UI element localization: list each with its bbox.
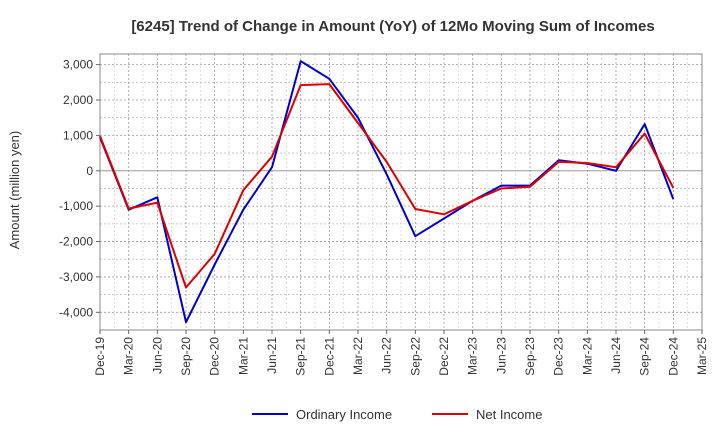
plot-area: 3,000 2,000 1,000 0 -1,000 -2,000 -3,000 -4,000… (59, 53, 709, 376)
x-tick-label: Mar-22 (351, 337, 365, 375)
y-tick-label: 0 (86, 164, 93, 178)
x-tick-label: Jun-22 (380, 337, 394, 374)
y-tick-label: -1,000 (59, 199, 93, 213)
x-tick-label: Mar-20 (122, 337, 136, 375)
x-tick-label: Dec-24 (666, 337, 680, 376)
y-tick-label: 3,000 (63, 58, 93, 72)
x-tick-label: Dec-22 (437, 337, 451, 376)
x-tick-label: Mar-21 (236, 337, 250, 375)
x-tick-label: Jun-23 (494, 337, 508, 374)
x-tick-label: Dec-21 (322, 337, 336, 376)
x-tick-label: Jun-21 (265, 337, 279, 374)
x-tick-label: Sep-22 (408, 337, 422, 376)
chart-title: [6245] Trend of Change in Amount (YoY) o… (131, 18, 654, 35)
x-tick-label: Jun-20 (150, 337, 164, 374)
y-tick-label: -2,000 (59, 235, 93, 249)
y-tick-label: 2,000 (63, 93, 93, 107)
x-tick-label: Mar-23 (466, 337, 480, 375)
x-tick-label: Mar-25 (695, 337, 709, 375)
legend: Ordinary Income Net Income (252, 407, 542, 422)
y-tick-label: -3,000 (59, 270, 93, 284)
y-axis-label: Amount (million yen) (7, 131, 22, 250)
y-tick-label: -4,000 (59, 305, 93, 319)
y-tick-label: 1,000 (63, 128, 93, 142)
x-tick-label: Sep-23 (523, 337, 537, 376)
legend-label: Net Income (476, 407, 542, 422)
x-tick-label: Dec-23 (552, 337, 566, 376)
series-line-net-income (99, 83, 675, 289)
x-tick-label: Dec-19 (93, 337, 107, 376)
x-tick-label: Sep-21 (294, 337, 308, 376)
x-tick-label: Dec-20 (208, 337, 222, 376)
x-tick-label: Sep-20 (179, 337, 193, 376)
x-tick-label: Jun-24 (609, 337, 623, 374)
legend-label: Ordinary Income (296, 407, 392, 422)
x-tick-label: Sep-24 (638, 337, 652, 376)
x-tick-label: Mar-24 (580, 337, 594, 375)
plot-frame (99, 53, 703, 331)
